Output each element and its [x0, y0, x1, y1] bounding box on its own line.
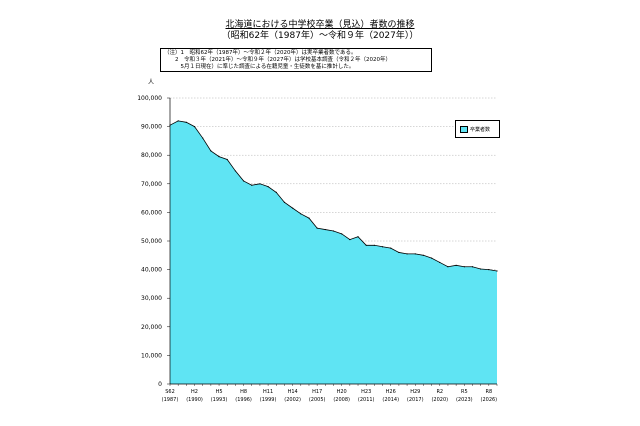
data-point: [300, 213, 302, 215]
note-row-2: 2 令和３年（2021年）～令和９年（2027年）は学校基本調査（令和２年（20…: [164, 57, 428, 64]
data-point: [422, 254, 425, 256]
data-point: [308, 217, 310, 219]
x-tick-label-era: R2: [436, 389, 443, 395]
x-tick-label-year: (2011): [358, 397, 375, 403]
y-tick-label: 40,000: [141, 267, 162, 274]
y-tick-label: 80,000: [141, 152, 162, 159]
data-point: [381, 246, 384, 248]
chart-subtitle: （昭和62年（1987年）～令和９年（2027年））: [221, 31, 419, 41]
x-tick-label-year: (1996): [235, 397, 252, 403]
data-point: [496, 270, 498, 272]
data-point: [414, 253, 416, 255]
data-point: [177, 120, 179, 122]
note-row-3: 5月１日現在）に準じた調査による在籍児童・生徒数を基に推計した。: [164, 64, 428, 71]
legend-label: 卒業者数: [470, 127, 491, 133]
x-tick-label-era: S62: [165, 389, 175, 395]
y-tick-label: 70,000: [141, 181, 162, 188]
data-point: [210, 150, 212, 152]
data-point: [242, 180, 245, 182]
x-tick-label-era: H23: [361, 389, 371, 395]
note-label: （注）: [164, 50, 181, 56]
data-point: [406, 253, 408, 255]
legend-swatch: [460, 126, 468, 133]
x-tick-label-year: (2023): [456, 397, 473, 403]
x-tick-label-year: (2014): [382, 397, 399, 403]
data-point: [471, 266, 474, 268]
legend: 卒業者数: [455, 120, 500, 138]
chart-title-line1: 北海道における中学校卒業（見込）者数の推移: [0, 20, 640, 31]
data-point: [431, 257, 433, 259]
data-point: [316, 227, 318, 229]
data-point: [251, 184, 253, 186]
series-area: [170, 120, 497, 384]
data-point: [398, 251, 400, 254]
data-point: [488, 269, 490, 271]
x-tick-label-era: H17: [312, 389, 322, 395]
y-axis-unit: 人: [148, 79, 154, 86]
data-point: [349, 238, 351, 241]
x-tick-label-year: (1993): [211, 397, 228, 403]
y-tick-label: 0: [158, 381, 162, 388]
data-point: [365, 244, 367, 246]
x-tick-label-era: H29: [410, 389, 420, 395]
note-row-1: （注）1 昭和62年（1987年）～令和２年（2020年）は実卒業者数である。: [164, 50, 428, 57]
y-tick-label: 30,000: [141, 295, 162, 302]
x-tick-label-era: H5: [216, 389, 223, 395]
x-tick-label-year: (2008): [333, 397, 350, 403]
data-point: [373, 244, 375, 246]
y-tick-label: 50,000: [141, 238, 162, 245]
y-tick-label: 100,000: [137, 95, 162, 102]
x-tick-label-era: R8: [485, 389, 492, 395]
data-point: [259, 183, 261, 185]
data-point: [455, 264, 457, 266]
data-point: [292, 207, 294, 209]
y-tick-label: 60,000: [141, 209, 162, 216]
x-tick-label-era: H14: [288, 389, 298, 395]
x-tick-label-era: H2: [191, 389, 198, 395]
data-point: [390, 247, 392, 249]
x-tick-label-era: H8: [240, 389, 247, 395]
note-item-1: 1 昭和62年（1987年）～令和２年（2020年）は実卒業者数である。: [180, 50, 357, 56]
data-point: [202, 137, 204, 139]
data-point: [463, 266, 465, 268]
data-point: [332, 230, 335, 232]
data-point: [185, 121, 187, 123]
note-item-3: 5月１日現在）に準じた調査による在籍児童・生徒数を基に推計した。: [175, 64, 355, 70]
data-point: [234, 170, 236, 172]
y-tick-label: 10,000: [141, 352, 162, 359]
x-tick-label-era: H11: [263, 389, 273, 395]
data-point: [439, 261, 441, 264]
data-point: [324, 228, 326, 231]
data-point: [357, 236, 359, 238]
data-point: [447, 266, 449, 268]
x-tick-label-year: (1990): [186, 397, 203, 403]
note-box: （注）1 昭和62年（1987年）～令和２年（2020年）は実卒業者数である。 …: [160, 48, 432, 72]
x-tick-label-year: (2020): [431, 397, 448, 403]
data-point: [193, 126, 196, 128]
data-point: [275, 191, 277, 193]
data-point: [283, 201, 286, 203]
x-tick-label-year: (1999): [260, 397, 277, 403]
data-point: [267, 186, 269, 188]
y-tick-label: 20,000: [141, 324, 162, 331]
chart-title: 北海道における中学校卒業（見込）者数の推移: [225, 20, 415, 30]
data-point: [480, 268, 482, 270]
data-point: [226, 158, 228, 161]
data-point: [218, 156, 220, 158]
x-tick-label-era: H20: [337, 389, 347, 395]
x-tick-label-year: (2017): [407, 397, 424, 403]
note-item-2: 2 令和３年（2021年）～令和９年（2027年）は学校基本調査（令和２年（20…: [175, 57, 391, 63]
data-point: [341, 233, 343, 235]
x-tick-label-year: (2026): [481, 397, 498, 403]
x-tick-label-era: R5: [461, 389, 468, 395]
y-tick-label: 90,000: [141, 124, 162, 131]
x-tick-label-year: (2005): [309, 397, 326, 403]
x-tick-label-year: (1987): [162, 397, 179, 403]
x-tick-label-era: H26: [386, 389, 396, 395]
x-tick-label-year: (2002): [284, 397, 301, 403]
